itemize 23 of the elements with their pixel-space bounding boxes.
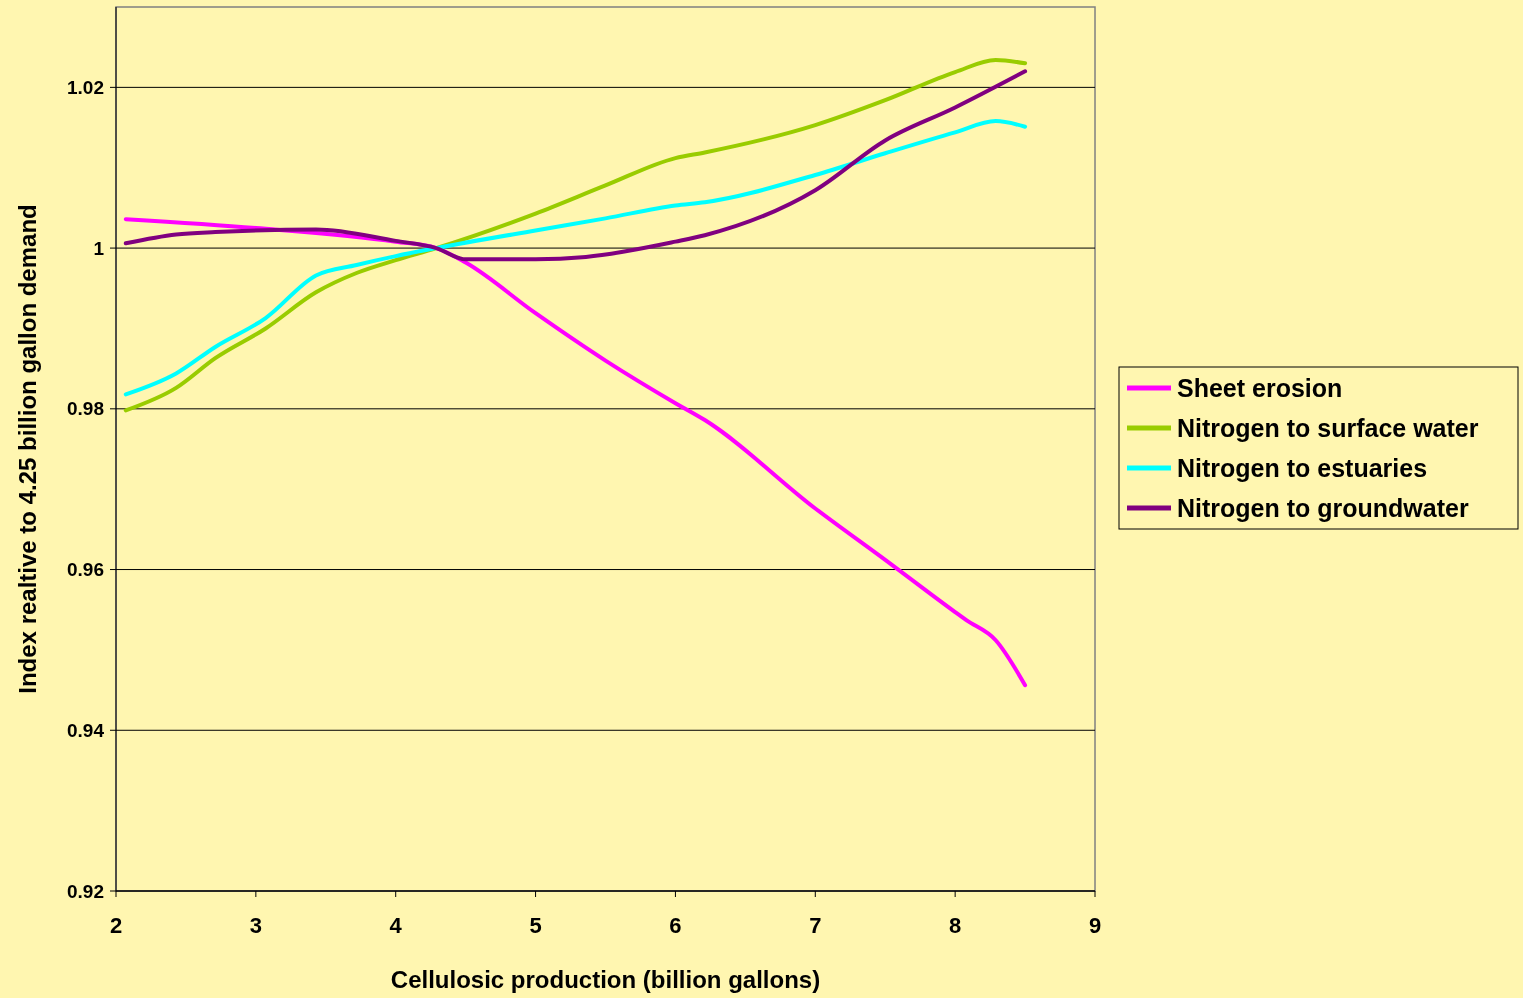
y-tick-label: 1.02 [67,77,104,99]
x-tick-label: 5 [529,913,542,938]
x-tick-label: 3 [249,913,262,938]
x-tick-label: 9 [1088,913,1102,938]
line-series [123,119,1028,397]
y-tick-label: 1 [93,237,105,259]
y-tick-label: 0.94 [67,719,105,741]
legend-label: Sheet erosion [1177,373,1343,402]
line-series [123,69,1028,262]
y-tick-label: 0.92 [67,880,104,902]
legend-label: Nitrogen to groundwater [1177,493,1469,522]
y-tick-label: 0.96 [67,559,104,581]
legend-label: Nitrogen to surface water [1177,413,1479,442]
x-tick-label: 4 [389,913,403,938]
x-tick-label: 8 [949,913,962,938]
y-axis-title: Index realtive to 4.25 billion gallon demand [14,204,41,694]
x-tick-label: 2 [109,913,123,938]
x-tick-label: 7 [809,913,822,938]
x-axis-title: Cellulosic production (billion gallons) [390,966,821,993]
legend-label: Nitrogen to estuaries [1177,453,1428,482]
x-tick-label: 6 [669,913,682,938]
line-series [123,58,1028,413]
y-tick-label: 0.98 [67,398,104,420]
